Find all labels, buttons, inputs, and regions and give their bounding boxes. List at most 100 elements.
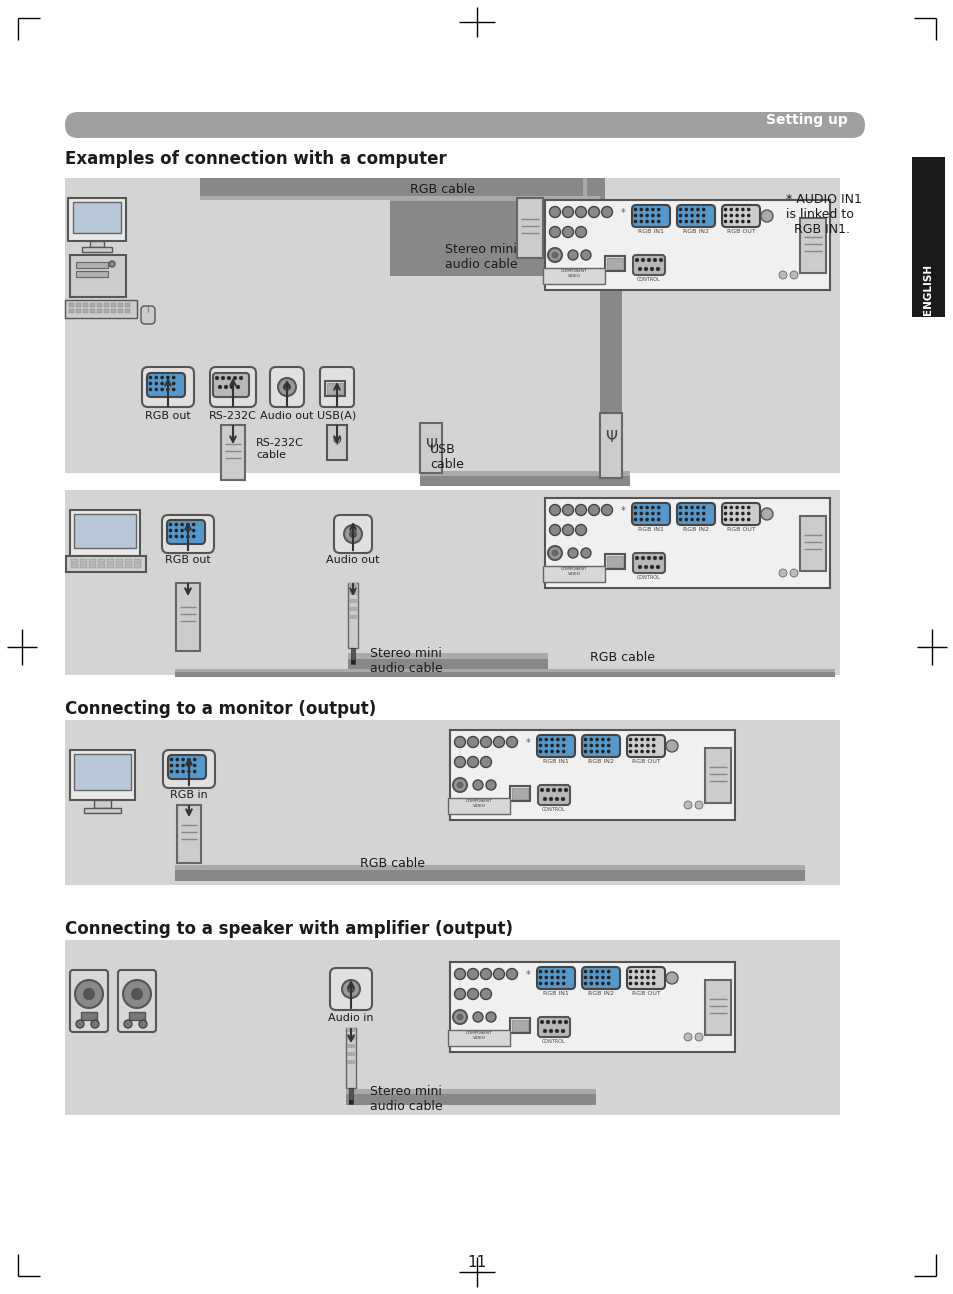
- Circle shape: [740, 511, 744, 515]
- Circle shape: [645, 969, 649, 973]
- Circle shape: [651, 744, 655, 748]
- Circle shape: [684, 511, 687, 515]
- Bar: [348, 653, 547, 659]
- Bar: [125, 564, 132, 568]
- Circle shape: [558, 1020, 561, 1024]
- Circle shape: [729, 506, 732, 510]
- Circle shape: [645, 744, 649, 748]
- Text: RGB OUT: RGB OUT: [631, 991, 659, 996]
- Circle shape: [552, 1020, 556, 1024]
- Circle shape: [638, 565, 641, 569]
- Text: CONTROL: CONTROL: [541, 1039, 565, 1044]
- Text: RGB out: RGB out: [145, 411, 191, 421]
- Circle shape: [166, 382, 170, 386]
- Bar: [125, 303, 130, 307]
- Circle shape: [723, 220, 726, 224]
- FancyBboxPatch shape: [65, 113, 864, 138]
- Circle shape: [600, 749, 604, 753]
- Circle shape: [549, 797, 552, 801]
- Circle shape: [467, 968, 478, 980]
- Circle shape: [91, 1020, 99, 1027]
- Circle shape: [651, 969, 655, 973]
- Circle shape: [735, 214, 739, 217]
- Bar: [419, 423, 441, 474]
- Circle shape: [634, 749, 638, 753]
- Circle shape: [723, 518, 726, 521]
- Circle shape: [678, 506, 681, 510]
- Circle shape: [646, 259, 650, 261]
- Circle shape: [480, 989, 491, 999]
- Circle shape: [192, 534, 195, 538]
- Circle shape: [740, 220, 744, 224]
- Circle shape: [678, 518, 681, 521]
- Circle shape: [454, 757, 465, 767]
- Bar: [71, 564, 78, 568]
- Bar: [65, 490, 840, 675]
- Circle shape: [560, 797, 564, 801]
- Circle shape: [645, 738, 649, 741]
- Bar: [346, 1090, 596, 1105]
- FancyBboxPatch shape: [167, 520, 205, 543]
- Circle shape: [580, 547, 590, 558]
- Circle shape: [644, 506, 648, 510]
- Circle shape: [218, 386, 221, 388]
- Bar: [200, 195, 595, 201]
- Circle shape: [606, 982, 610, 985]
- Circle shape: [701, 208, 705, 211]
- Bar: [69, 309, 74, 313]
- Circle shape: [651, 738, 655, 741]
- Circle shape: [154, 388, 158, 391]
- Circle shape: [556, 738, 559, 741]
- Circle shape: [644, 220, 648, 224]
- Circle shape: [583, 738, 587, 741]
- Circle shape: [562, 505, 573, 515]
- Circle shape: [639, 506, 642, 510]
- Circle shape: [467, 736, 478, 748]
- Text: RGB IN1: RGB IN1: [638, 527, 663, 532]
- Circle shape: [174, 523, 178, 527]
- Text: Ψ: Ψ: [424, 437, 436, 453]
- Text: *: *: [525, 970, 530, 980]
- Circle shape: [633, 518, 637, 521]
- Circle shape: [646, 556, 650, 560]
- Circle shape: [549, 1029, 552, 1033]
- Bar: [76, 261, 108, 268]
- Circle shape: [690, 220, 693, 224]
- Circle shape: [657, 518, 659, 521]
- Circle shape: [665, 972, 678, 983]
- Bar: [174, 864, 804, 881]
- Circle shape: [639, 511, 642, 515]
- Circle shape: [456, 1013, 463, 1021]
- Circle shape: [644, 214, 648, 217]
- Circle shape: [542, 1029, 546, 1033]
- Circle shape: [644, 518, 648, 521]
- Bar: [107, 559, 113, 563]
- Circle shape: [789, 270, 797, 280]
- Circle shape: [678, 208, 681, 211]
- Circle shape: [473, 780, 482, 791]
- Circle shape: [221, 377, 225, 380]
- Circle shape: [595, 976, 598, 980]
- Circle shape: [170, 758, 173, 761]
- FancyBboxPatch shape: [141, 305, 154, 324]
- Circle shape: [633, 511, 637, 515]
- Circle shape: [544, 738, 548, 741]
- Bar: [348, 584, 357, 648]
- Circle shape: [480, 736, 491, 748]
- Text: Audio out: Audio out: [326, 555, 379, 565]
- Circle shape: [595, 982, 598, 985]
- Circle shape: [550, 738, 554, 741]
- Circle shape: [589, 976, 593, 980]
- Bar: [582, 179, 586, 278]
- Circle shape: [154, 382, 158, 386]
- Circle shape: [746, 511, 750, 515]
- Circle shape: [227, 377, 231, 380]
- Circle shape: [639, 214, 642, 217]
- Bar: [90, 303, 95, 307]
- Circle shape: [634, 969, 638, 973]
- Circle shape: [746, 518, 750, 521]
- Circle shape: [651, 749, 655, 753]
- Bar: [704, 748, 730, 804]
- Circle shape: [695, 801, 702, 809]
- Circle shape: [187, 770, 191, 774]
